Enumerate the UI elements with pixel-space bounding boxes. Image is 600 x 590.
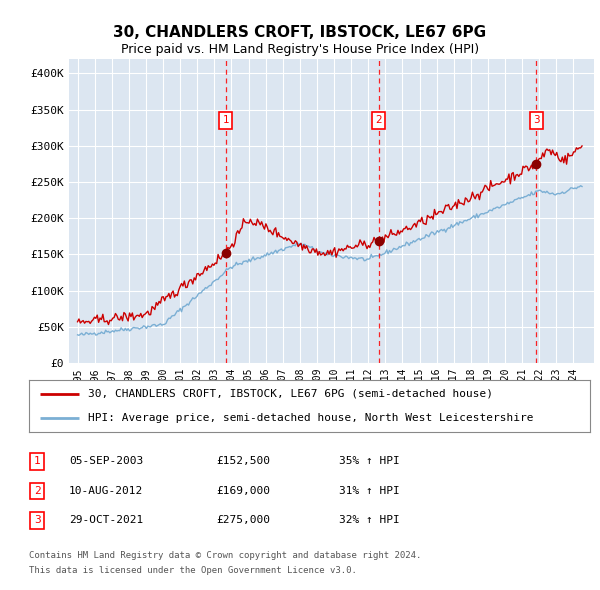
Text: £152,500: £152,500 (216, 457, 270, 466)
Text: £275,000: £275,000 (216, 516, 270, 525)
Text: 32% ↑ HPI: 32% ↑ HPI (339, 516, 400, 525)
Text: 3: 3 (34, 516, 41, 525)
Text: 05-SEP-2003: 05-SEP-2003 (69, 457, 143, 466)
Text: 31% ↑ HPI: 31% ↑ HPI (339, 486, 400, 496)
Text: 10-AUG-2012: 10-AUG-2012 (69, 486, 143, 496)
Text: 2: 2 (376, 116, 382, 126)
Text: 2: 2 (34, 486, 41, 496)
Text: 35% ↑ HPI: 35% ↑ HPI (339, 457, 400, 466)
Text: 3: 3 (533, 116, 539, 126)
Text: 1: 1 (223, 116, 229, 126)
Text: HPI: Average price, semi-detached house, North West Leicestershire: HPI: Average price, semi-detached house,… (88, 413, 533, 423)
Text: 1: 1 (34, 457, 41, 466)
Text: 30, CHANDLERS CROFT, IBSTOCK, LE67 6PG (semi-detached house): 30, CHANDLERS CROFT, IBSTOCK, LE67 6PG (… (88, 389, 493, 399)
Text: 29-OCT-2021: 29-OCT-2021 (69, 516, 143, 525)
Text: Contains HM Land Registry data © Crown copyright and database right 2024.: Contains HM Land Registry data © Crown c… (29, 551, 421, 560)
Text: This data is licensed under the Open Government Licence v3.0.: This data is licensed under the Open Gov… (29, 566, 356, 575)
Text: Price paid vs. HM Land Registry's House Price Index (HPI): Price paid vs. HM Land Registry's House … (121, 43, 479, 56)
Text: £169,000: £169,000 (216, 486, 270, 496)
Text: 30, CHANDLERS CROFT, IBSTOCK, LE67 6PG: 30, CHANDLERS CROFT, IBSTOCK, LE67 6PG (113, 25, 487, 40)
